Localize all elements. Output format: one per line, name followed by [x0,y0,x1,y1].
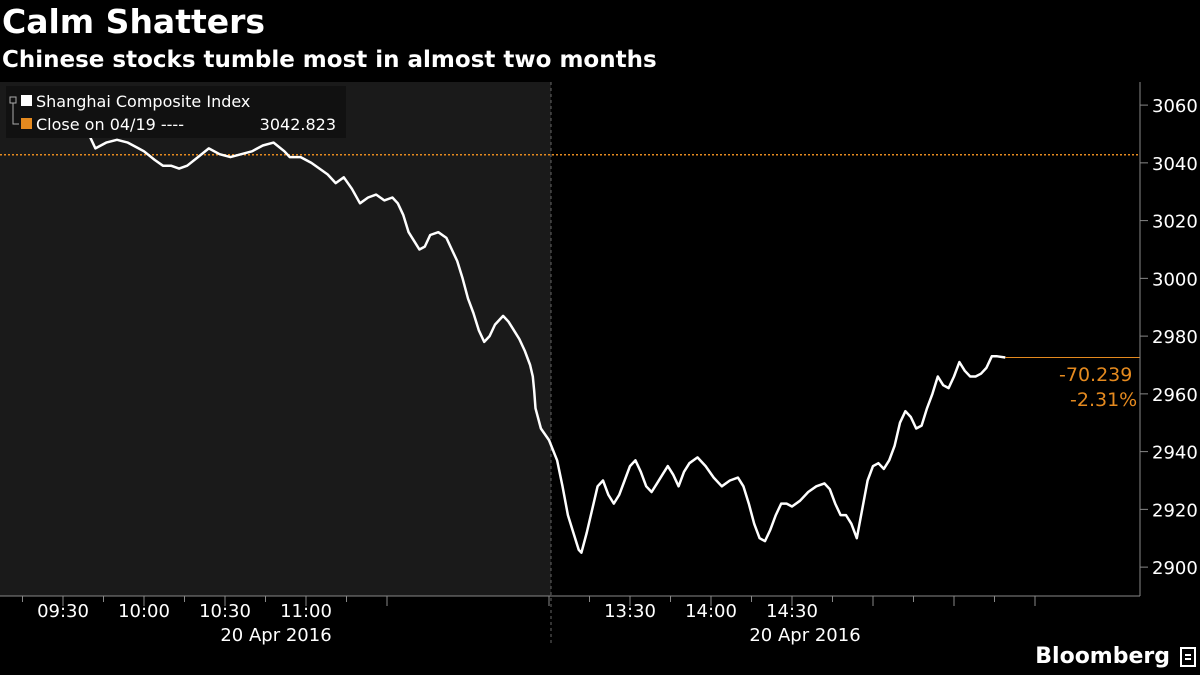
y-tick-label: 3040 [1152,154,1198,175]
legend-swatch-index [21,95,32,106]
legend-label-close: Close on 04/19 ---- [36,115,184,134]
y-tick-label: 3020 [1152,212,1198,233]
chart-title: Calm Shatters [2,2,266,41]
y-tick-label: 3060 [1152,96,1198,117]
legend-label-index: Shanghai Composite Index [36,92,250,111]
x-ticks: 09:30 10:00 10:30 11:00 13:30 14:00 14:30 [22,596,1036,622]
y-tick-label: 2940 [1152,443,1198,464]
x-tick-label: 10:30 [199,601,251,622]
bloomberg-logo: Bloomberg [1035,644,1170,669]
x-tick-label: 11:00 [280,601,332,622]
x-tick-label: 09:30 [37,601,89,622]
date-label-afternoon: 20 Apr 2016 [749,625,860,646]
x-tick-label: 14:30 [766,601,818,622]
y-tick-label: 2900 [1152,558,1198,579]
legend-box [6,86,346,138]
chart-subtitle: Chinese stocks tumble most in almost two… [2,47,657,73]
y-tick-label: 2980 [1152,327,1198,348]
change-percent-label: -2.31% [1070,389,1137,411]
legend-tree-icon [9,96,19,125]
y-tick-label: 2960 [1152,385,1198,406]
legend-value-close: 3042.823 [260,115,336,134]
x-tick-label: 13:30 [604,601,656,622]
y-tick-label: 3000 [1152,269,1198,290]
x-tick-label: 14:00 [685,601,737,622]
series-line-shanghai [63,124,1006,554]
date-label-morning: 20 Apr 2016 [220,625,331,646]
legend-swatch-close [21,118,32,129]
bloomberg-terminal-icon [1180,647,1196,667]
x-tick-label: 10:00 [118,601,170,622]
y-tick-label: 2920 [1152,500,1198,521]
y-ticks: 2900 2920 2940 2960 2980 3000 3020 3040 3060 [1140,96,1198,579]
morning-session-panel [0,82,551,596]
change-points-label: -70.239 [1059,364,1132,386]
